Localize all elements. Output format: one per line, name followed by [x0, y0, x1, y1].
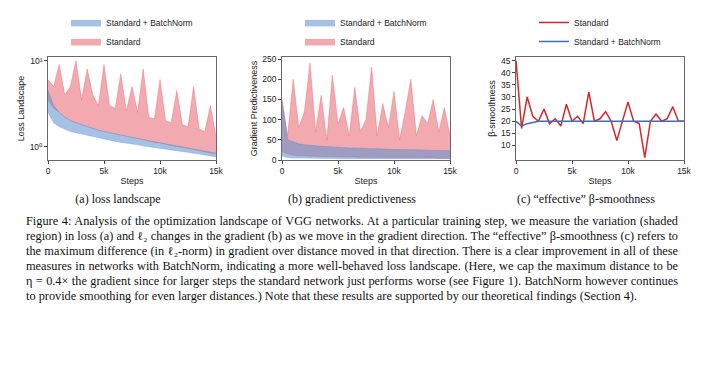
svg-text:10¹: 10¹ — [30, 56, 42, 66]
svg-text:Steps: Steps — [354, 176, 378, 186]
svg-text:100: 100 — [262, 115, 276, 125]
svg-text:10k: 10k — [387, 166, 401, 176]
svg-text:10⁰: 10⁰ — [30, 142, 43, 152]
svg-text:Standard + BatchNorm: Standard + BatchNorm — [340, 18, 427, 28]
svg-text:Standard + BatchNorm: Standard + BatchNorm — [574, 37, 661, 47]
html-text:(c) “effective” β-smoothness: (c) “effective” β-smoothness — [517, 192, 655, 206]
svg-text:50: 50 — [267, 135, 277, 145]
svg-text:Standard: Standard — [574, 18, 609, 28]
svg-text:β-smoothness: β-smoothness — [487, 80, 497, 137]
svg-text:20: 20 — [501, 116, 511, 126]
svg-text:Steps: Steps — [120, 176, 144, 186]
svg-text:Standard + BatchNorm: Standard + BatchNorm — [106, 18, 193, 28]
svg-text:30: 30 — [501, 92, 511, 102]
svg-text:0: 0 — [272, 155, 277, 165]
svg-text:45: 45 — [501, 56, 511, 66]
svg-text:Gradient Predictiveness: Gradient Predictiveness — [249, 60, 259, 156]
svg-text:Standard: Standard — [106, 37, 141, 47]
svg-text:0: 0 — [46, 166, 51, 176]
svg-text:200: 200 — [262, 74, 276, 84]
svg-text:Steps: Steps — [588, 176, 612, 186]
svg-text:15k: 15k — [677, 166, 691, 176]
html-text:(a) loss landscape: (a) loss landscape — [75, 192, 161, 206]
svg-text:10: 10 — [501, 140, 511, 150]
svg-text:25: 25 — [501, 104, 511, 114]
html-text:(b) gradient predictiveness: (b) gradient predictiveness — [288, 192, 416, 206]
svg-text:5k: 5k — [568, 166, 578, 176]
svg-text:250: 250 — [262, 54, 276, 64]
svg-text:40: 40 — [501, 68, 511, 78]
svg-text:0: 0 — [514, 166, 519, 176]
svg-text:Standard: Standard — [340, 37, 375, 47]
svg-text:15: 15 — [501, 128, 511, 138]
svg-text:5k: 5k — [334, 166, 344, 176]
svg-text:Loss Landscape: Loss Landscape — [16, 76, 26, 142]
svg-text:5k: 5k — [100, 166, 110, 176]
svg-text:0: 0 — [280, 166, 285, 176]
svg-text:35: 35 — [501, 80, 511, 90]
svg-text:15k: 15k — [209, 166, 223, 176]
svg-text:10k: 10k — [153, 166, 167, 176]
svg-text:10k: 10k — [621, 166, 635, 176]
svg-text:15k: 15k — [443, 166, 457, 176]
svg-text:150: 150 — [262, 94, 276, 104]
html-text:Figure 4: Analysis of the opti: Figure 4: Analysis of the optimization l… — [26, 214, 678, 303]
